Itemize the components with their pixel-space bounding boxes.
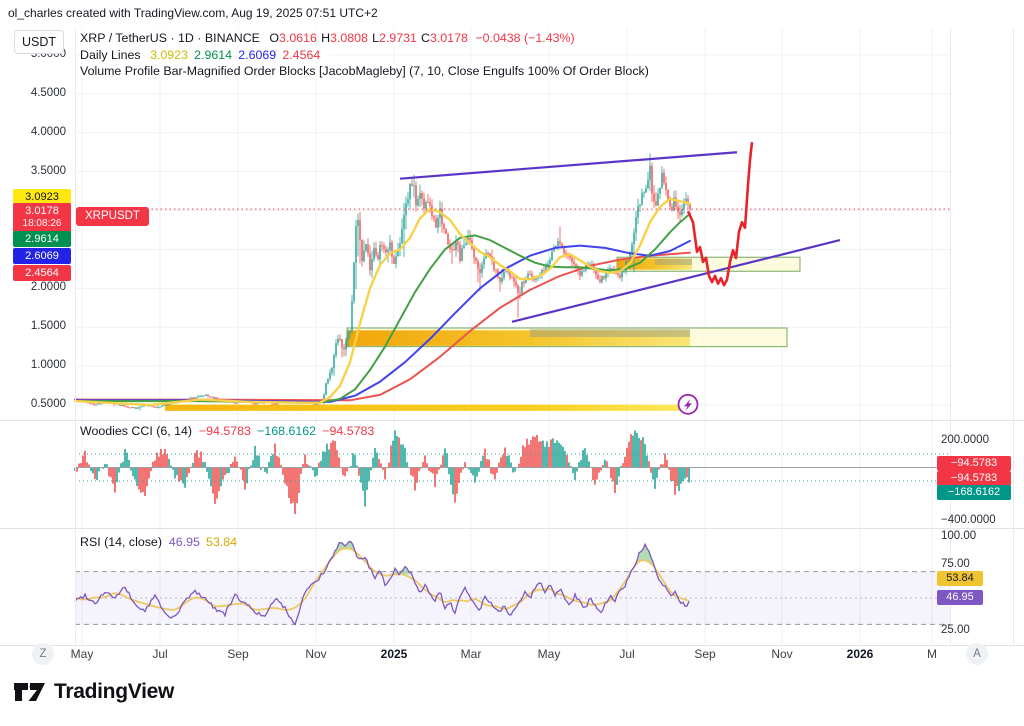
cci-axis-label: −400.0000 bbox=[941, 514, 996, 526]
symbol-legend-row[interactable]: XRP / TetherUS · 1D · BINANCE O3.0616 H3… bbox=[80, 31, 579, 45]
indicator-title: Volume Profile Bar-Magnified Order Block… bbox=[80, 64, 649, 78]
ohlc-key: H bbox=[321, 31, 331, 45]
cci-badge: −94.5783 bbox=[937, 455, 1011, 471]
time-axis-label: Jul bbox=[152, 647, 168, 661]
cci-value: −168.6162 bbox=[257, 424, 323, 438]
time-axis-label: Mar bbox=[460, 647, 482, 661]
time-axis-label: May bbox=[537, 647, 561, 661]
ohlc-value: 3.0178 bbox=[429, 31, 472, 45]
tradingview-footer[interactable]: TradingView bbox=[12, 678, 174, 706]
price-tick-label: 3.5000 bbox=[30, 164, 66, 177]
cci-title-text: Woodies CCI (6, 14) bbox=[80, 424, 193, 438]
ohlc-value: 2.9731 bbox=[378, 31, 421, 45]
auto-button[interactable]: A bbox=[966, 643, 988, 665]
daily-lines-label: Daily Lines bbox=[80, 48, 141, 62]
rsi-title-text: RSI (14, close) bbox=[80, 535, 162, 549]
ohlc-key: O bbox=[269, 31, 280, 45]
time-axis-label: Sep bbox=[227, 647, 249, 661]
rsi-values: 46.95 53.84 bbox=[169, 535, 243, 549]
ohlc-value: 3.0616 bbox=[279, 31, 322, 45]
cci-legend-row[interactable]: Woodies CCI (6, 14) −94.5783 −168.6162 −… bbox=[80, 424, 381, 438]
ma-yellow bbox=[73, 197, 692, 407]
rsi-legend-row[interactable]: RSI (14, close) 46.95 53.84 bbox=[80, 535, 244, 549]
time-axis-label: May bbox=[70, 647, 94, 661]
ma-red bbox=[74, 251, 691, 402]
price-badge: 3.0178 18:08:26 bbox=[13, 203, 71, 233]
trendline-2 bbox=[511, 239, 841, 323]
price-tick-label: 1.0000 bbox=[30, 359, 66, 372]
ohlc-values: O3.0616 H3.0808 L2.9731 C3.0178 bbox=[269, 31, 472, 45]
cci-badge: −94.5783 bbox=[937, 470, 1011, 486]
time-axis-label: Jul bbox=[619, 647, 635, 661]
rsi-axis-label: 25.00 bbox=[941, 624, 970, 636]
cci-histogram bbox=[74, 430, 690, 515]
ma-blue bbox=[74, 239, 691, 403]
price-change: −0.0438 (−1.43%) bbox=[475, 31, 575, 45]
price-badge: 2.6069 bbox=[13, 248, 71, 264]
lightning-marker bbox=[677, 393, 699, 415]
time-axis-label: Nov bbox=[771, 647, 793, 661]
rsi-line bbox=[74, 540, 690, 626]
rsi-axis-label: 100.00 bbox=[941, 530, 977, 542]
moving-averages bbox=[73, 197, 692, 407]
cci-badge: −168.6162 bbox=[937, 484, 1011, 500]
price-tick-label: 4.0000 bbox=[30, 125, 66, 138]
price-tick-label: 2.0000 bbox=[30, 281, 66, 294]
rsi-badge: 53.84 bbox=[937, 570, 983, 586]
daily-line-value: 2.6069 bbox=[238, 48, 283, 62]
timezone-button[interactable]: Z bbox=[32, 643, 54, 665]
rsi-axis-label: 75.00 bbox=[941, 558, 970, 570]
price-badge: 2.9614 bbox=[13, 231, 71, 247]
time-axis-label: Sep bbox=[694, 647, 716, 661]
rsi-badge: 46.95 bbox=[937, 589, 983, 605]
ohlc-key: L bbox=[372, 31, 379, 45]
cci-value: −94.5783 bbox=[322, 424, 381, 438]
daily-line-value: 2.9614 bbox=[194, 48, 239, 62]
symbol-name-badge: XRPUSDT bbox=[76, 207, 149, 226]
daily-lines-legend-row[interactable]: Daily Lines 3.0923 2.9614 2.6069 2.4564 bbox=[80, 48, 331, 62]
time-axis-label: Nov bbox=[305, 647, 327, 661]
time-axis-label: M bbox=[927, 647, 937, 661]
daily-line-value: 3.0923 bbox=[150, 48, 195, 62]
price-badge: 3.0923 bbox=[13, 189, 71, 205]
currency-button[interactable]: USDT bbox=[14, 30, 64, 54]
trendline-1 bbox=[399, 151, 738, 180]
candlesticks bbox=[75, 153, 691, 411]
ohlc-value: 3.0808 bbox=[330, 31, 373, 45]
projection-path bbox=[686, 141, 754, 287]
price-tick-label: 4.5000 bbox=[30, 86, 66, 99]
volume-profile-legend-row[interactable]: Volume Profile Bar-Magnified Order Block… bbox=[80, 64, 653, 78]
daily-line-value: 2.4564 bbox=[282, 48, 327, 62]
tradingview-logo-icon bbox=[14, 683, 45, 701]
price-tick-label: 0.5000 bbox=[30, 398, 66, 410]
price-badge: 2.4564 bbox=[13, 265, 71, 281]
time-axis-label: 2025 bbox=[380, 647, 408, 661]
time-axis-label: 2026 bbox=[846, 647, 874, 661]
price-tick-label: 1.5000 bbox=[30, 320, 66, 333]
daily-lines-values: 3.0923 2.9614 2.6069 2.4564 bbox=[150, 48, 326, 62]
rsi-value: 53.84 bbox=[206, 535, 244, 549]
symbol-title: XRP / TetherUS · 1D · BINANCE bbox=[80, 31, 260, 45]
rsi-value: 46.95 bbox=[168, 535, 207, 549]
tradingview-logo-text: TradingView bbox=[54, 680, 175, 703]
cci-axis-label: 200.0000 bbox=[941, 434, 989, 446]
ohlc-key: C bbox=[421, 31, 430, 45]
ma-green bbox=[74, 212, 691, 404]
cci-value: −94.5783 bbox=[198, 424, 258, 438]
rsi-overbought-fill bbox=[329, 541, 357, 563]
cci-values: −94.5783 −168.6162 −94.5783 bbox=[199, 424, 381, 438]
credit-line: ol_charles created with TradingView.com,… bbox=[8, 6, 378, 20]
